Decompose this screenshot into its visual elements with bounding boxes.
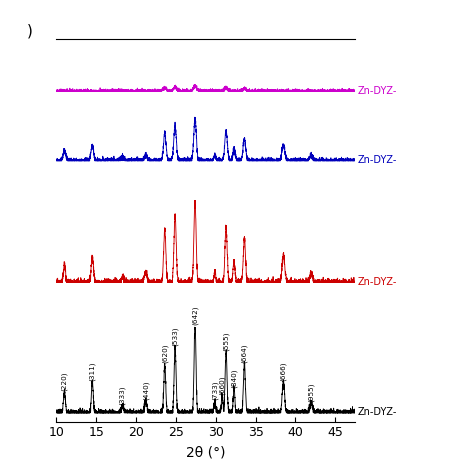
Text: (440): (440) xyxy=(142,380,149,400)
Text: (955): (955) xyxy=(308,382,315,401)
Text: ): ) xyxy=(27,24,33,39)
Text: Zn-DYZ-: Zn-DYZ- xyxy=(357,86,397,96)
Text: Zn-DYZ-: Zn-DYZ- xyxy=(357,277,397,287)
Text: (733): (733) xyxy=(212,380,218,400)
Text: (664): (664) xyxy=(241,344,247,364)
Text: (311): (311) xyxy=(89,361,96,381)
Text: (533): (533) xyxy=(172,327,178,346)
Text: (333): (333) xyxy=(119,385,126,405)
X-axis label: 2θ (°): 2θ (°) xyxy=(186,445,226,459)
Text: Zn-DYZ-: Zn-DYZ- xyxy=(357,407,397,417)
Text: (220): (220) xyxy=(61,372,68,391)
Text: (660): (660) xyxy=(219,375,225,395)
Text: (840): (840) xyxy=(231,368,237,388)
Text: (642): (642) xyxy=(192,306,198,325)
Text: (620): (620) xyxy=(162,344,168,364)
Text: (666): (666) xyxy=(280,361,287,381)
Text: Zn-DYZ-: Zn-DYZ- xyxy=(357,155,397,165)
Text: (555): (555) xyxy=(223,332,229,351)
